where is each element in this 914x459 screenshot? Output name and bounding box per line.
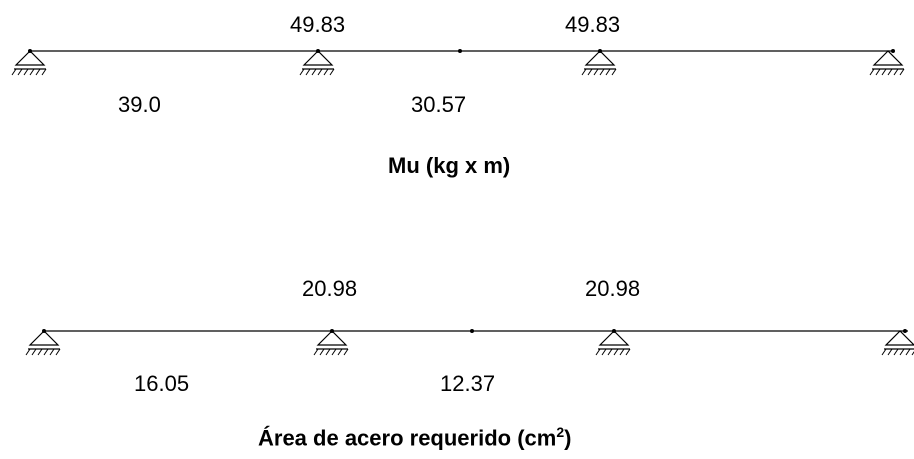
node: [470, 329, 474, 333]
pin-support-icon: [299, 50, 335, 76]
beam-moment: [11, 49, 905, 76]
pin-support-icon: [313, 330, 349, 356]
pin-support-icon: [25, 330, 61, 356]
node: [903, 329, 907, 333]
pin-support-icon: [881, 330, 914, 356]
pin-support-icon: [595, 330, 631, 356]
steel-title: Área de acero requerido (cm2): [258, 425, 571, 449]
node: [458, 49, 462, 53]
pin-support-icon: [869, 50, 905, 76]
steel-title-end: ): [564, 425, 572, 451]
moment-title: Mu (kg x m): [388, 153, 511, 178]
steel-top-value-2: 20.98: [585, 276, 641, 301]
steel-title-superscript: 2: [556, 424, 565, 440]
pin-support-icon: [11, 50, 47, 76]
moment-bottom-value-1: 39.0: [118, 92, 161, 117]
beam-steel: [25, 329, 914, 356]
pin-support-icon: [581, 50, 617, 76]
moment-top-value-1: 49.83: [290, 12, 346, 37]
steel-top-value-1: 20.98: [302, 276, 358, 301]
steel-bottom-value-2: 12.37: [440, 371, 496, 396]
steel-title-main: Área de acero requerido (cm: [258, 425, 557, 451]
moment-bottom-value-2: 30.57: [411, 92, 467, 117]
steel-bottom-value-1: 16.05: [134, 371, 190, 396]
node: [891, 49, 895, 53]
moment-top-value-2: 49.83: [565, 12, 621, 37]
